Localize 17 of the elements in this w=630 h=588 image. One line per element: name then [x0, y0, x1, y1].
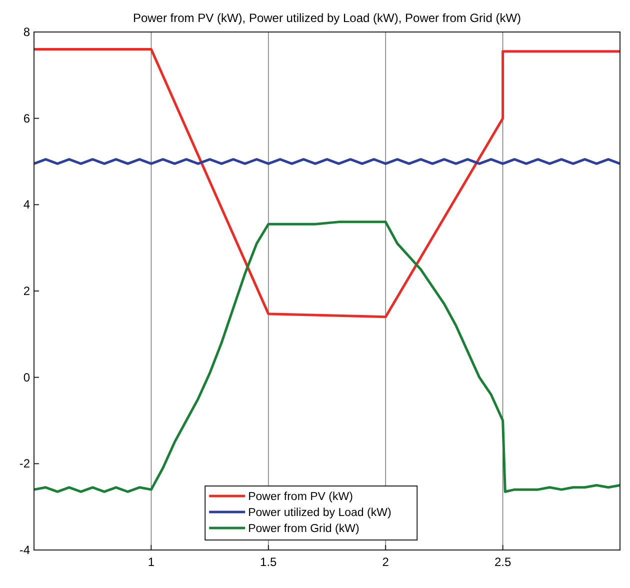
line-series — [32, 48, 622, 318]
chart-title: Power from PV (kW), Power utilized by Load (kW), Power from Grid (kW) — [132, 11, 522, 25]
legend-label: Power utilized by Load (kW) — [248, 507, 392, 519]
y-tick-label: 6 — [23, 111, 30, 126]
x-tick-label: 2 — [382, 555, 390, 569]
y-tick-label: 4 — [23, 198, 30, 212]
line-series — [32, 220, 622, 493]
x-tick-label: 2.5 — [494, 555, 512, 569]
legend-label: Power from Grid (kW) — [248, 523, 360, 535]
x-tick-label: 1 — [148, 555, 155, 569]
y-tick-label: 8 — [23, 25, 30, 39]
y-tick-label: -4 — [19, 543, 30, 557]
legend-label: Power from PV (kW) — [248, 491, 354, 503]
x-tick-label: 1.5 — [260, 555, 278, 569]
y-tick-label: 2 — [23, 284, 30, 298]
y-tick-label: -2 — [19, 456, 30, 471]
y-tick-label: 0 — [23, 370, 30, 384]
